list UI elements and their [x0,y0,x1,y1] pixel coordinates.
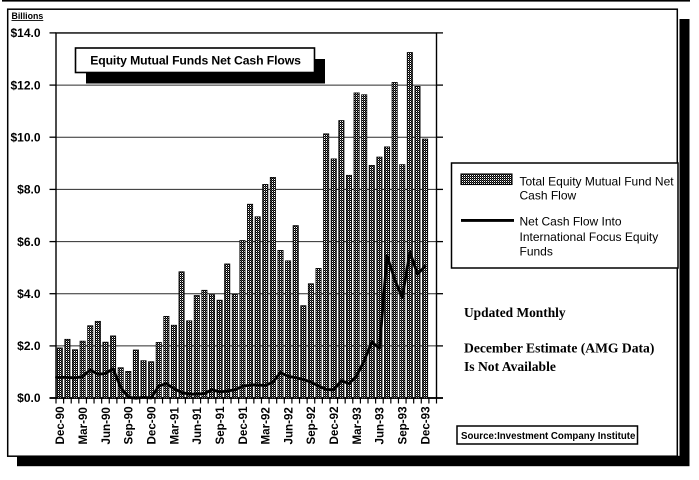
svg-text:Sep-93: Sep-93 [397,406,410,445]
svg-text:$8.0: $8.0 [17,183,41,197]
svg-text:Is Not Available: Is Not Available [464,359,556,374]
svg-text:Source:Investment Company Inst: Source:Investment Company Institute [461,431,636,442]
svg-text:Mar-92: Mar-92 [260,407,273,444]
svg-text:Sep-92: Sep-92 [305,406,318,444]
svg-text:$0.0: $0.0 [17,391,41,405]
svg-text:Sep-91: Sep-91 [214,406,227,445]
svg-text:International Focus Equity: International Focus Equity [520,230,659,244]
svg-text:Jun-92: Jun-92 [282,407,295,444]
svg-text:Total Equity Mutual Fund Net: Total Equity Mutual Fund Net [520,175,675,189]
svg-text:$10.0: $10.0 [10,130,40,144]
svg-text:$4.0: $4.0 [17,287,41,301]
svg-text:Funds: Funds [520,245,553,259]
svg-text:Jun-90: Jun-90 [100,407,113,444]
svg-text:Billions: Billions [12,11,44,21]
svg-text:$6.0: $6.0 [17,235,41,249]
svg-text:Sep-90: Sep-90 [123,406,136,444]
svg-text:Mar-93: Mar-93 [351,407,364,445]
svg-text:December Estimate (AMG Data): December Estimate (AMG Data) [464,341,654,357]
svg-text:$14.0: $14.0 [10,26,40,40]
svg-text:Cash Flow: Cash Flow [520,189,577,203]
svg-text:Mar-90: Mar-90 [77,407,90,444]
svg-text:$2.0: $2.0 [17,339,41,353]
svg-text:Jun-91: Jun-91 [191,407,204,445]
svg-text:Dec-93: Dec-93 [419,406,432,445]
svg-text:Dec-92: Dec-92 [328,406,341,444]
svg-text:Equity Mutual Funds Net Cash F: Equity Mutual Funds Net Cash Flows [90,54,301,68]
svg-text:Jun-93: Jun-93 [374,407,387,445]
svg-text:Net Cash Flow Into: Net Cash Flow Into [520,215,622,229]
svg-text:Dec-91: Dec-91 [237,406,250,445]
svg-text:Dec-90: Dec-90 [145,406,158,444]
svg-text:Dec-90: Dec-90 [54,406,67,444]
svg-text:Mar-91: Mar-91 [168,407,181,445]
svg-text:$12.0: $12.0 [10,78,40,92]
svg-text:Updated Monthly: Updated Monthly [464,305,566,320]
